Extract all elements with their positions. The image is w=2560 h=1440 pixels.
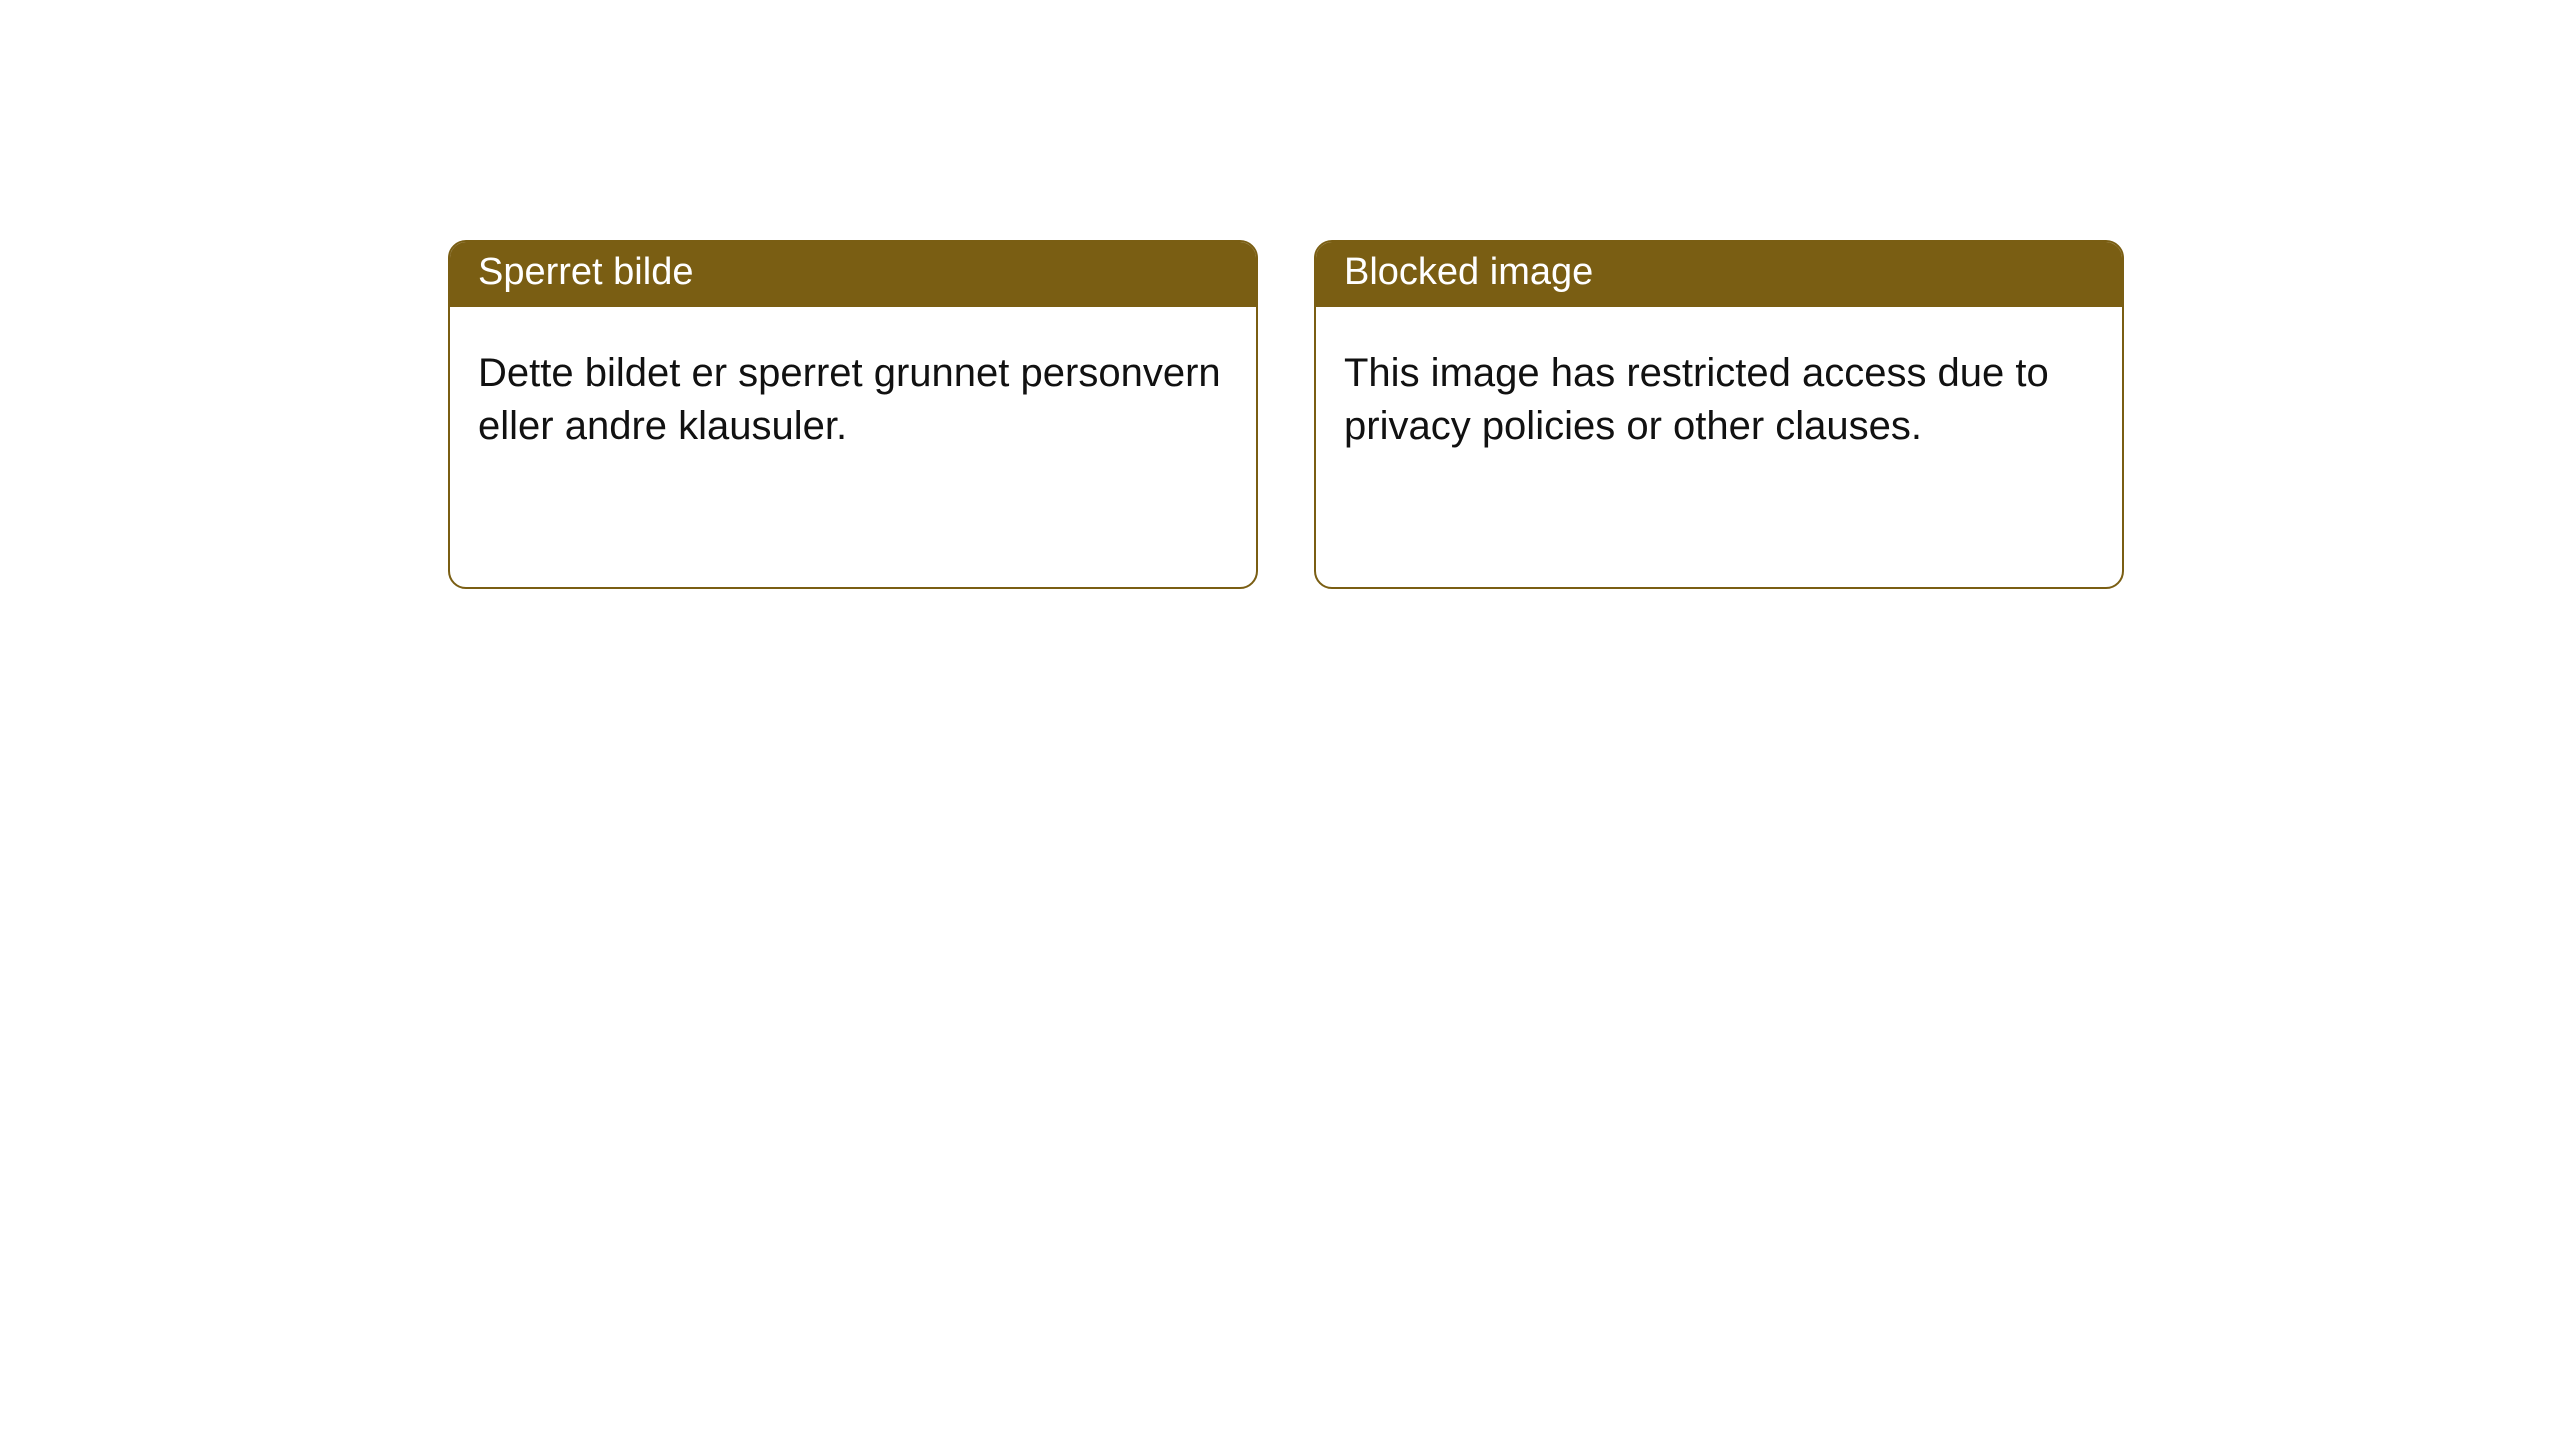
notice-title: Blocked image xyxy=(1316,242,2122,307)
notice-container: Sperret bilde Dette bildet er sperret gr… xyxy=(0,0,2560,589)
notice-body-text: Dette bildet er sperret grunnet personve… xyxy=(450,307,1256,587)
notice-card-english: Blocked image This image has restricted … xyxy=(1314,240,2124,589)
notice-title: Sperret bilde xyxy=(450,242,1256,307)
notice-body-text: This image has restricted access due to … xyxy=(1316,307,2122,587)
notice-card-norwegian: Sperret bilde Dette bildet er sperret gr… xyxy=(448,240,1258,589)
